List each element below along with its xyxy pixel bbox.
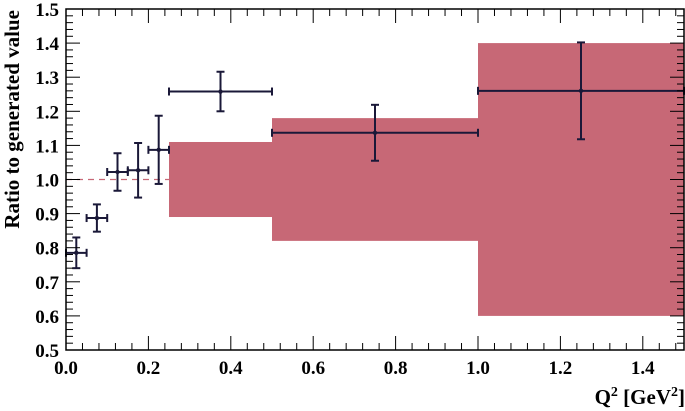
x-axis-title-end: ] bbox=[678, 385, 685, 409]
data-point-marker-7 bbox=[578, 88, 584, 94]
data-point-marker-2 bbox=[115, 169, 120, 175]
x-tick-label-2: 0.4 bbox=[219, 358, 243, 379]
y-tick-label-4: 0.9 bbox=[35, 205, 59, 226]
x-tick-label-3: 0.6 bbox=[301, 358, 325, 379]
x-axis-title: Q2 [GeV2] bbox=[595, 385, 685, 409]
data-point-marker-1 bbox=[94, 215, 100, 221]
data-point-marker-0 bbox=[74, 250, 79, 256]
axis-ticks bbox=[65, 8, 684, 351]
x-tick-label-0: 0.0 bbox=[54, 358, 78, 379]
x-tick-label-4: 0.8 bbox=[384, 358, 408, 379]
x-axis-title-q: Q bbox=[595, 385, 611, 409]
y-tick-label-6: 1.1 bbox=[35, 136, 59, 157]
y-tick-label-1: 0.6 bbox=[35, 307, 59, 328]
y-axis-title: Ratio to generated value bbox=[0, 10, 24, 229]
data-point-6 bbox=[271, 103, 479, 162]
data-point-1 bbox=[85, 203, 109, 233]
data-point-3 bbox=[126, 142, 150, 199]
x-tick-labels: 0.0 0.2 0.4 0.6 0.8 1.0 1.2 1.4 bbox=[54, 358, 655, 379]
y-tick-label-0: 0.5 bbox=[35, 341, 59, 362]
x-axis-title-sup1: 2 bbox=[611, 385, 618, 400]
data-point-0 bbox=[65, 236, 88, 270]
data-point-marker-6 bbox=[372, 130, 378, 135]
y-tick-label-8: 1.3 bbox=[35, 68, 59, 89]
x-axis-title-sup2: 2 bbox=[671, 385, 678, 400]
y-tick-label-10: 1.5 bbox=[35, 0, 59, 21]
x-tick-label-7: 1.4 bbox=[631, 358, 655, 379]
y-tick-label-2: 0.7 bbox=[35, 273, 59, 294]
data-point-marker-3 bbox=[135, 168, 141, 173]
data-point-4 bbox=[147, 114, 170, 185]
data-point-5 bbox=[168, 70, 273, 113]
y-tick-label-5: 1.0 bbox=[35, 171, 59, 192]
data-point-7 bbox=[477, 41, 685, 141]
y-tick-label-3: 0.8 bbox=[35, 239, 59, 260]
y-tick-label-9: 1.4 bbox=[35, 34, 59, 55]
data-point-2 bbox=[106, 152, 129, 192]
x-tick-label-1: 0.2 bbox=[137, 358, 161, 379]
y-tick-labels: 0.5 0.6 0.7 0.8 0.9 1.0 1.1 1.2 1.3 1.4 1.5 bbox=[35, 0, 59, 362]
data-point-marker-5 bbox=[218, 89, 223, 94]
x-tick-label-5: 1.0 bbox=[466, 358, 490, 379]
x-axis-title-units: [GeV bbox=[618, 385, 671, 409]
x-tick-label-6: 1.2 bbox=[549, 358, 573, 379]
y-tick-label-7: 1.2 bbox=[35, 102, 59, 123]
data-point-marker-4 bbox=[156, 147, 161, 153]
